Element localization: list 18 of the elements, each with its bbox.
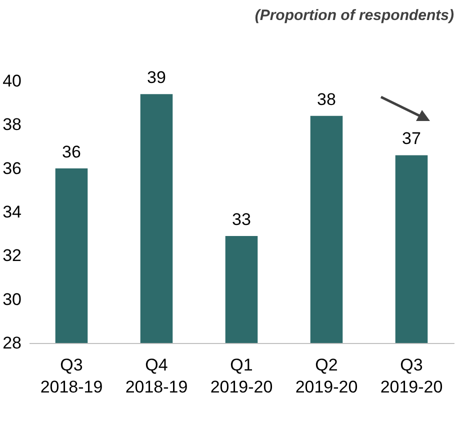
y-tick-label: 32: [2, 246, 22, 266]
x-tick-label: Q3 2019-20: [380, 356, 443, 396]
data-label: 37: [402, 129, 421, 148]
y-tick-label: 34: [2, 202, 22, 222]
y-tick-label: 30: [2, 290, 22, 309]
chart-title: (Proportion of respondents): [254, 7, 454, 24]
data-label: 38: [317, 90, 336, 109]
y-tick-label: 38: [2, 115, 22, 134]
x-tick-label: Q4 2018-19: [125, 356, 188, 396]
x-tick-label: Q2 2019-20: [295, 356, 358, 396]
y-tick-label: 40: [2, 72, 22, 90]
data-label: 33: [232, 210, 251, 230]
data-label: 39: [147, 68, 166, 88]
x-tick-label: Q1 2019-20: [210, 356, 273, 396]
y-tick-label: 36: [2, 158, 22, 178]
y-tick-label: 28: [2, 334, 22, 352]
x-tick-label: Q3 2018-19: [40, 356, 103, 396]
data-label: 36: [62, 142, 81, 162]
